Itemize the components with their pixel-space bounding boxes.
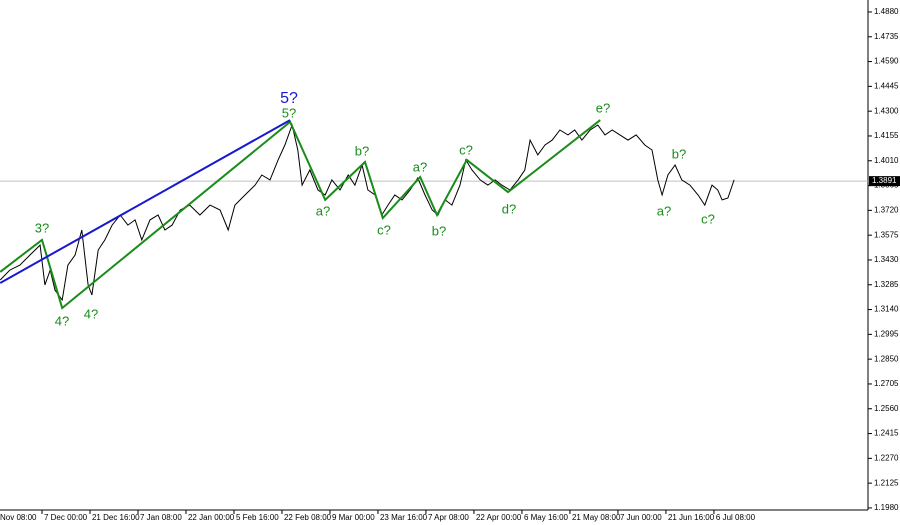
x-tick-label: 7 Apr 08:00 [428, 513, 469, 522]
last-price-label: 1.3891 [872, 176, 897, 185]
wave-label: 4? [84, 306, 98, 321]
x-tick-label: 22 Apr 00:00 [476, 513, 522, 522]
wave-label: c? [459, 142, 473, 157]
x-tick-label: 21 Jun 16:00 [668, 513, 715, 522]
wave-line [0, 119, 291, 284]
wave-label: 5? [280, 90, 298, 107]
y-tick-label: 1.2850 [874, 354, 899, 363]
wave-label: e? [596, 100, 610, 115]
wave-label: a? [657, 203, 671, 218]
y-tick-label: 1.2125 [874, 478, 899, 487]
wave-label: d? [502, 201, 516, 216]
y-tick-label: 1.3430 [874, 255, 899, 264]
wave-label: b? [432, 223, 446, 238]
last-price-box [869, 176, 900, 187]
wave-label: 5? [282, 105, 296, 120]
x-tick-label: 7 Jan 08:00 [140, 513, 182, 522]
y-tick-label: 1.4445 [874, 81, 899, 90]
y-tick-label: 1.3720 [874, 205, 899, 214]
wave-label: b? [355, 143, 369, 158]
x-tick-label: 22 Jan 00:00 [188, 513, 235, 522]
y-tick-label: 1.4590 [874, 57, 899, 66]
wave-label: c? [701, 211, 715, 226]
y-tick-label: 1.1980 [874, 503, 899, 512]
x-tick-label: Nov 08:00 [0, 513, 37, 522]
y-tick-label: 1.2270 [874, 453, 899, 462]
x-tick-label: 23 Mar 16:00 [380, 513, 428, 522]
wave-label: a? [413, 159, 427, 174]
y-tick-label: 1.2995 [874, 329, 899, 338]
x-tick-label: 5 Feb 16:00 [236, 513, 279, 522]
y-tick-label: 1.2705 [874, 379, 899, 388]
y-tick-label: 1.4010 [874, 156, 899, 165]
y-tick-label: 1.4155 [874, 131, 899, 140]
y-tick-label: 1.4735 [874, 32, 899, 41]
y-tick-label: 1.3140 [874, 305, 899, 314]
wave-label: 4? [55, 313, 69, 328]
x-tick-label: 21 May 08:00 [572, 513, 621, 522]
wave-label: b? [672, 146, 686, 161]
x-tick-label: 7 Jun 00:00 [620, 513, 662, 522]
x-tick-label: 7 Dec 00:00 [44, 513, 88, 522]
y-tick-label: 1.4880 [874, 7, 899, 16]
y-tick-label: 1.4300 [874, 106, 899, 115]
x-tick-label: 21 Dec 16:00 [92, 513, 140, 522]
y-tick-label: 1.3285 [874, 280, 899, 289]
wave-line [0, 119, 601, 310]
wave-label: 3? [35, 220, 49, 235]
x-tick-label: 6 May 16:00 [524, 513, 569, 522]
x-tick-label: 6 Jul 08:00 [716, 513, 756, 522]
y-tick-label: 1.2560 [874, 404, 899, 413]
x-tick-label: 9 Mar 00:00 [332, 513, 375, 522]
y-tick-label: 1.2415 [874, 429, 899, 438]
x-tick-label: 22 Feb 08:00 [284, 513, 332, 522]
y-tick-label: 1.3575 [874, 230, 899, 239]
wave-label: a? [316, 203, 330, 218]
wave-label: c? [377, 222, 391, 237]
